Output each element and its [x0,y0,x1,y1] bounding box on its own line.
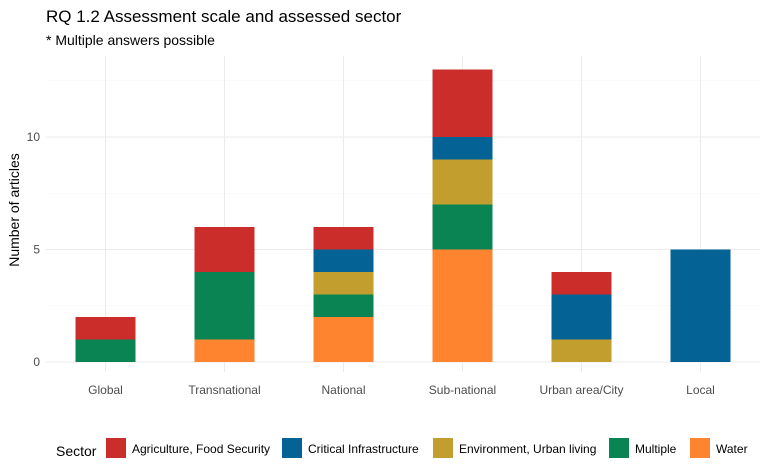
y-tick-label: 5 [33,243,40,257]
bar-segment [313,227,374,250]
bar-segment [313,272,374,295]
chart-title: RQ 1.2 Assessment scale and assessed sec… [46,7,402,26]
x-tick-label: National [321,383,365,397]
legend-label: Agriculture, Food Security [132,442,270,456]
legend-key [690,438,710,458]
bars [75,69,731,362]
legend-key [433,438,453,458]
bar-segment [313,249,374,272]
legend-label: Multiple [635,442,677,456]
bar-segment [194,227,255,272]
bar-segment [75,317,136,340]
legend-key [106,438,126,458]
bar-segment [194,272,255,340]
bar-segment [551,339,612,362]
y-tick-label: 10 [27,130,41,144]
bar-segment [670,249,731,362]
bar-segment [75,339,136,362]
bar-segment [432,69,493,137]
legend-key [282,438,302,458]
y-axis-ticks: 0 5 10 [27,130,41,369]
legend-key [609,438,629,458]
legend-title: Sector [56,443,97,459]
bar-segment [432,137,493,160]
legend-label: Environment, Urban living [459,442,596,456]
chart-subtitle: * Multiple answers possible [46,32,215,48]
x-tick-label: Transnational [188,383,260,397]
x-tick-label: Global [88,383,123,397]
x-tick-label: Urban area/City [539,383,623,397]
y-axis-label: Number of articles [6,153,22,267]
bar-segment [551,294,612,340]
bar-segment [313,317,374,362]
legend-label: Critical Infrastructure [308,442,419,456]
bar-segment [432,159,493,205]
bar-segment [313,294,374,317]
y-tick-label: 0 [33,355,40,369]
legend-label: Water [716,442,748,456]
legend: Sector Agriculture, Food Security Critica… [56,438,748,459]
bar-segment [194,339,255,362]
x-tick-label: Local [686,383,715,397]
bar-segment [432,204,493,250]
x-axis-ticks: Global Transnational National Sub-national U… [88,383,715,397]
bar-segment [432,249,493,362]
x-tick-label: Sub-national [429,383,496,397]
grid [46,56,760,372]
bar-segment [551,272,612,295]
